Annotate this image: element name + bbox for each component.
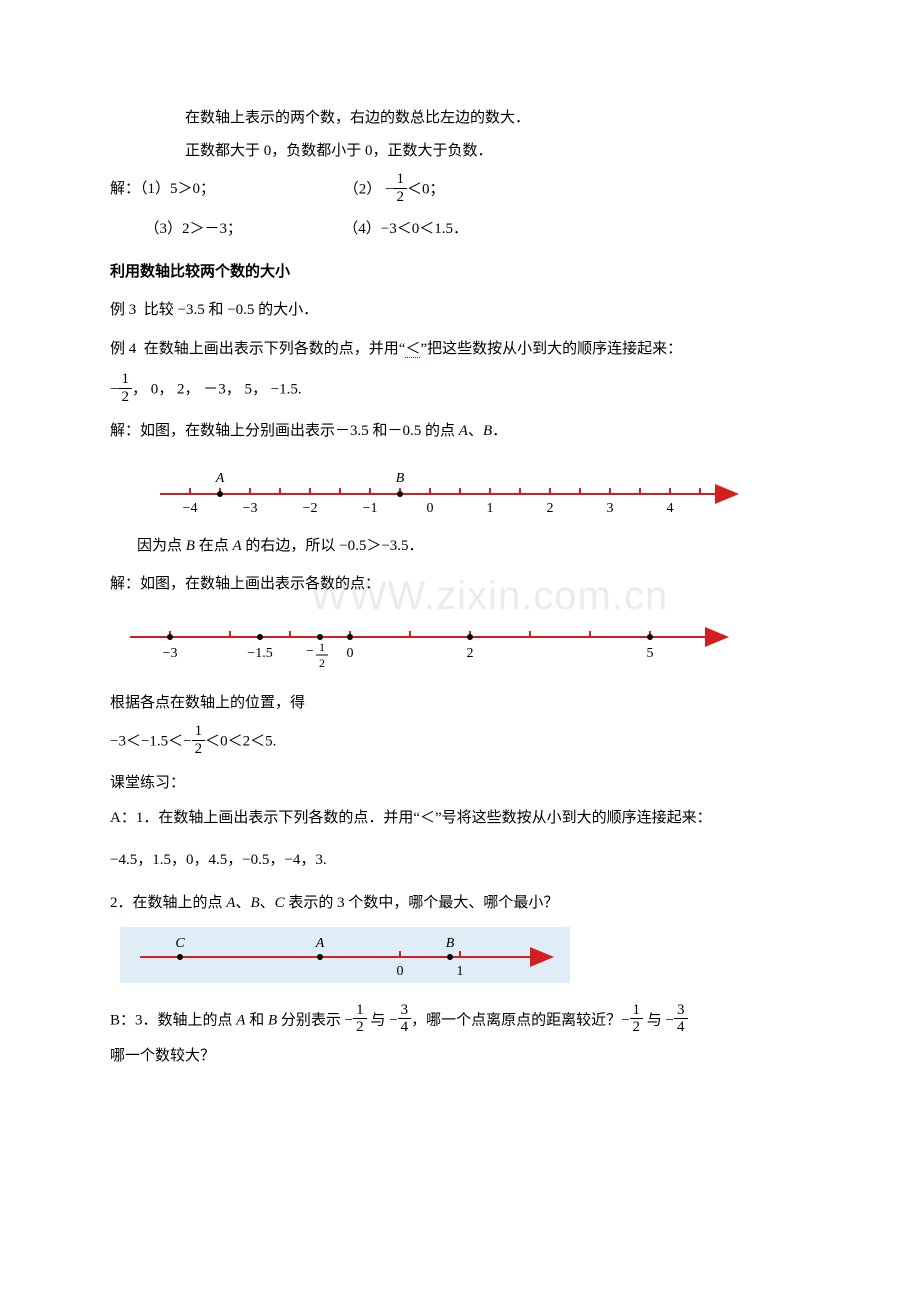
- svg-text:A: A: [315, 936, 325, 951]
- sol2-frac: 12: [393, 171, 407, 205]
- svg-text:A: A: [215, 471, 225, 486]
- svg-text:2: 2: [547, 501, 554, 516]
- q1-list: −4.5，1.5，0，4.5，−0.5，−4，3.: [110, 846, 810, 875]
- q2-b: B: [250, 895, 259, 911]
- example-4: 例 4 在数轴上画出表示下列各数的点，并用“＜”把这些数按从小到大的顺序连接起来…: [110, 335, 810, 364]
- numberline-3: 0 1 C A B: [120, 927, 810, 994]
- sol-e3-a: A: [459, 423, 468, 439]
- sol-e3-end: ．: [492, 423, 507, 439]
- q3-t3: 分别表示 −: [277, 1012, 353, 1028]
- svg-text:0: 0: [427, 501, 434, 516]
- sol4-text: −3＜0＜1.5．: [381, 221, 468, 237]
- q1-line1: A：1．在数轴上画出表示下列各数的点．并用“＜”号将这些数按从小到大的顺序连接起…: [110, 804, 810, 833]
- svg-text:1: 1: [487, 501, 494, 516]
- svg-text:−4: −4: [183, 501, 198, 516]
- example-3: 例 3 比较 −3.5 和 −0.5 的大小．: [110, 296, 810, 325]
- svg-text:4: 4: [667, 501, 674, 516]
- svg-text:−3: −3: [163, 646, 178, 661]
- q3-b: B: [268, 1012, 277, 1028]
- q3-t4: 与 −: [367, 1012, 398, 1028]
- ex3-label: 例 3: [110, 302, 136, 318]
- svg-text:2: 2: [319, 656, 325, 670]
- sol-e3-punct: 、: [468, 423, 483, 439]
- svg-text:1: 1: [457, 964, 464, 979]
- q1-prefix: A：1．在: [110, 810, 173, 826]
- q2-t3: 、: [260, 895, 275, 911]
- sol2-label: （2）: [344, 181, 382, 197]
- sol-prefix: 解：: [110, 181, 140, 197]
- ex4-label: 例 4: [110, 341, 136, 357]
- q2-line: 2．在数轴上的点 A、B、C 表示的 3 个数中，哪个最大、哪个最小？: [110, 889, 810, 918]
- practice-heading: 课堂练习：: [110, 769, 810, 798]
- because-t2: 在点: [195, 538, 233, 554]
- intro-line-1: 在数轴上表示的两个数，右边的数总比左边的数大．: [110, 104, 810, 133]
- q3-line2: 哪一个数较大？: [110, 1042, 810, 1071]
- sol3-text: 2＞－3；: [182, 221, 242, 237]
- sol2-text: ＜0；: [407, 181, 445, 197]
- svg-text:−1.5: −1.5: [247, 646, 272, 661]
- because-t1: 因为点: [137, 538, 186, 554]
- sol4-label: （4）: [343, 221, 381, 237]
- ex4-list-neg: −: [110, 381, 118, 397]
- svg-text:−3: −3: [243, 501, 258, 516]
- q1-t1: 数轴上画出表示下列各数的点．并用“＜”号将这些数按从小到大的顺序连接起来：: [173, 810, 711, 826]
- q3-frac4: 34: [674, 1002, 688, 1036]
- sol-e3-b: B: [483, 423, 492, 439]
- solution-row-2: （3）2＞－3； （4）−3＜0＜1.5．: [110, 215, 810, 244]
- q3-t6: 与 −: [643, 1012, 674, 1028]
- svg-text:B: B: [446, 936, 455, 951]
- concl-frac: 12: [192, 723, 206, 757]
- q3-t1: B：3．数轴上的点: [110, 1012, 236, 1028]
- q3-frac2: 34: [398, 1002, 412, 1036]
- sol-e3-text: 解：如图，在数轴上分别画出表示－3.5 和－0.5 的点: [110, 423, 459, 439]
- sol3-label: （3）: [145, 221, 183, 237]
- q3-t2: 和: [245, 1012, 268, 1028]
- svg-text:0: 0: [347, 646, 354, 661]
- svg-text:C: C: [175, 936, 185, 951]
- svg-text:−: −: [306, 644, 314, 659]
- concl-pre: −3＜−1.5＜−: [110, 733, 192, 749]
- svg-text:−1: −1: [363, 501, 378, 516]
- ex4-list-rest: ， 0， 2， －3， 5， −1.5.: [132, 381, 302, 397]
- svg-text:2: 2: [467, 646, 474, 661]
- conclusion-ineq: −3＜−1.5＜−12＜0＜2＜5.: [110, 725, 810, 759]
- ex4-lt: ＜: [405, 341, 420, 358]
- q3-frac3: 12: [630, 1002, 644, 1036]
- sol1-label: （1）: [140, 181, 170, 197]
- because-a: A: [232, 538, 241, 554]
- ex4-t1: 在数轴上画出表示下列各数的点，并用“: [144, 341, 406, 357]
- heading-axis-compare: 利用数轴比较两个数的大小: [110, 258, 810, 287]
- q2-t4: 表示的 3 个数中，哪个最大、哪个最小？: [285, 895, 559, 911]
- because-b: B: [186, 538, 195, 554]
- svg-text:B: B: [396, 471, 405, 486]
- numberline-1: A B −4 −3 −2 −1 0 1 2 3 4: [150, 464, 770, 524]
- q2-t1: 2．在数轴上的点: [110, 895, 226, 911]
- intro-line-2: 正数都大于 0，负数都小于 0，正数大于负数．: [110, 137, 810, 166]
- q2-c: C: [275, 895, 285, 911]
- conclusion-t1: 根据各点在数轴上的位置，得: [110, 689, 810, 718]
- svg-text:3: 3: [607, 501, 614, 516]
- sol-e4-line: 解：如图，在数轴上画出表示各数的点： WWW.zixin.com.cn: [110, 570, 810, 599]
- numberline-2: −3 0 2 5 −1.5 − 1 2: [120, 617, 770, 681]
- q3-t5: ，哪一个点离原点的距离较近？−: [411, 1012, 629, 1028]
- q3-frac1: 12: [353, 1002, 367, 1036]
- ex3-text: 比较 −3.5 和 −0.5 的大小．: [144, 302, 318, 318]
- sol1-text: 5＞0；: [170, 181, 215, 197]
- svg-text:−2: −2: [303, 501, 318, 516]
- svg-text:0: 0: [397, 964, 404, 979]
- ex4-list-frac: 12: [118, 371, 132, 405]
- ex4-list: −12， 0， 2， －3， 5， −1.5.: [110, 373, 810, 407]
- ex4-t2: ”把这些数按从小到大的顺序连接起来：: [420, 341, 682, 357]
- solution-row-1: 解：（1）5＞0； （2） −12＜0；: [110, 173, 810, 207]
- because-t3: 的右边，所以 −0.5＞−3.5．: [242, 538, 424, 554]
- sol2-neg: −: [385, 181, 393, 197]
- sol-e3-line: 解：如图，在数轴上分别画出表示－3.5 和－0.5 的点 A、B．: [110, 417, 810, 446]
- sol-e4-text: 解：如图，在数轴上画出表示各数的点：: [110, 576, 380, 592]
- svg-text:1: 1: [319, 640, 325, 654]
- svg-text:5: 5: [647, 646, 654, 661]
- q3-line1: B：3．数轴上的点 A 和 B 分别表示 −12 与 −34，哪一个点离原点的距…: [110, 1004, 810, 1038]
- q2-t2: 、: [235, 895, 250, 911]
- concl-post: ＜0＜2＜5.: [205, 733, 276, 749]
- because-line: 因为点 B 在点 A 的右边，所以 −0.5＞−3.5．: [110, 532, 810, 561]
